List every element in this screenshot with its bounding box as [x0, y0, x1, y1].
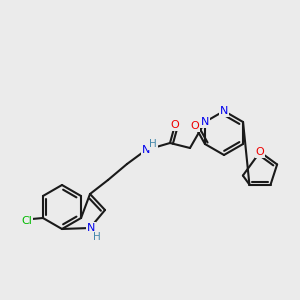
Text: N: N — [201, 117, 209, 127]
Text: O: O — [171, 120, 179, 130]
Text: H: H — [149, 139, 157, 149]
Text: O: O — [256, 147, 264, 157]
Text: N: N — [142, 145, 150, 155]
Text: N: N — [87, 223, 95, 233]
Text: H: H — [93, 232, 101, 242]
Text: N: N — [220, 106, 228, 116]
Text: O: O — [190, 121, 199, 131]
Text: Cl: Cl — [22, 216, 32, 226]
